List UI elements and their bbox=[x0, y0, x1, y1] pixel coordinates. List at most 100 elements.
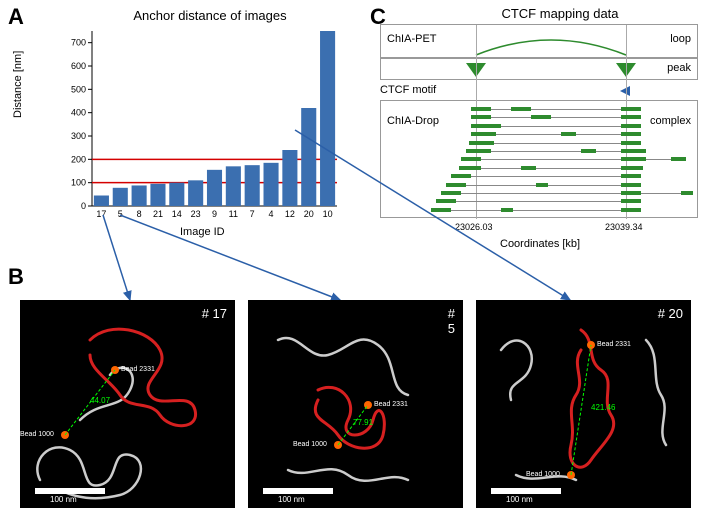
panel-b-label: B bbox=[8, 264, 24, 290]
chia-drop-segment bbox=[561, 132, 576, 136]
svg-text:4: 4 bbox=[269, 209, 274, 219]
svg-text:14: 14 bbox=[172, 209, 182, 219]
bar-20 bbox=[301, 108, 316, 206]
chia-drop-segment bbox=[501, 208, 513, 212]
chia-drop-segment bbox=[621, 124, 641, 128]
svg-text:200: 200 bbox=[71, 154, 86, 164]
svg-text:23: 23 bbox=[191, 209, 201, 219]
svg-text:21: 21 bbox=[153, 209, 163, 219]
scale-bar bbox=[263, 488, 333, 494]
bar-23 bbox=[188, 180, 203, 206]
chia-drop-segment bbox=[621, 199, 641, 203]
svg-text:600: 600 bbox=[71, 61, 86, 71]
svg-text:421.46: 421.46 bbox=[591, 403, 616, 412]
bar-10 bbox=[320, 31, 335, 206]
y-axis-label: Distance [nm] bbox=[12, 51, 24, 118]
panel-a-chart: Anchor distance of images Distance [nm] … bbox=[40, 8, 350, 238]
svg-text:5: 5 bbox=[118, 209, 123, 219]
panel-a-label: A bbox=[8, 4, 24, 30]
xtick-c-0: 23026.03 bbox=[455, 222, 493, 232]
svg-text:7: 7 bbox=[250, 209, 255, 219]
svg-text:12: 12 bbox=[285, 209, 295, 219]
bar-5 bbox=[113, 188, 128, 206]
chia-drop-segment bbox=[531, 115, 551, 119]
panel-c-tracks: ChIA-PET loop peak CTCF motif ChIA-Drop … bbox=[380, 24, 698, 254]
chia-drop-segment bbox=[471, 107, 491, 111]
scale-text: 100 nm bbox=[278, 495, 305, 504]
chia-drop-segment bbox=[466, 149, 491, 153]
svg-text:500: 500 bbox=[71, 84, 86, 94]
chromatin-image-0: 44.07 # 17 Bead 1000 Bead 2331 100 nm bbox=[20, 300, 235, 508]
chia-drop-segment bbox=[681, 191, 693, 195]
scale-bar bbox=[35, 488, 105, 494]
scale-bar bbox=[491, 488, 561, 494]
chia-drop-segment bbox=[621, 183, 641, 187]
chart-title: Anchor distance of images bbox=[100, 8, 320, 23]
chia-drop-segment bbox=[451, 174, 471, 178]
chia-drop-segment bbox=[621, 191, 641, 195]
chia-drop-box: ChIA-Drop complex bbox=[380, 100, 698, 218]
svg-text:10: 10 bbox=[323, 209, 333, 219]
chia-drop-segment bbox=[621, 115, 641, 119]
svg-text:700: 700 bbox=[71, 38, 86, 48]
chia-drop-segment bbox=[446, 183, 466, 187]
chia-drop-label: ChIA-Drop bbox=[387, 115, 439, 127]
scale-text: 100 nm bbox=[506, 495, 533, 504]
chia-drop-segment bbox=[621, 149, 646, 153]
chia-drop-segment bbox=[436, 199, 456, 203]
svg-text:77.91: 77.91 bbox=[353, 418, 374, 427]
chia-drop-segment bbox=[621, 166, 643, 170]
chia-drop-segment bbox=[621, 132, 641, 136]
bar-12 bbox=[282, 150, 297, 206]
panel-c-title: CTCF mapping data bbox=[460, 6, 660, 21]
svg-text:0: 0 bbox=[81, 201, 86, 211]
svg-text:11: 11 bbox=[229, 209, 238, 219]
svg-text:400: 400 bbox=[71, 108, 86, 118]
bar-chart-svg: 0100200300400500600700 17582114239117412… bbox=[62, 26, 342, 221]
chia-drop-segment bbox=[621, 157, 646, 161]
peak-box: peak bbox=[380, 58, 698, 80]
bar-4 bbox=[264, 163, 279, 206]
chia-drop-segment bbox=[621, 174, 641, 178]
chia-drop-segment bbox=[621, 141, 641, 145]
chia-drop-segment bbox=[521, 166, 536, 170]
bead2-label: Bead 2331 bbox=[121, 366, 155, 373]
svg-text:9: 9 bbox=[212, 209, 217, 219]
svg-text:100: 100 bbox=[71, 178, 86, 188]
chia-drop-segment bbox=[431, 208, 451, 212]
chia-drop-segment bbox=[471, 132, 496, 136]
chromatin-image-1: 77.91 # 5 Bead 1000 Bead 2331 100 nm bbox=[248, 300, 463, 508]
chia-drop-segment bbox=[511, 107, 531, 111]
bar-9 bbox=[207, 170, 222, 206]
bar-7 bbox=[245, 165, 260, 206]
bead1-label: Bead 1000 bbox=[293, 441, 327, 448]
motif-row: CTCF motif bbox=[380, 82, 698, 100]
complex-label: complex bbox=[650, 115, 691, 127]
chia-drop-segment bbox=[671, 157, 686, 161]
bead1-label: Bead 1000 bbox=[526, 471, 560, 478]
bead2-label: Bead 2331 bbox=[597, 341, 631, 348]
bar-17 bbox=[94, 196, 109, 207]
bead1-label: Bead 1000 bbox=[20, 431, 54, 438]
scale-text: 100 nm bbox=[50, 495, 77, 504]
bar-14 bbox=[169, 183, 184, 206]
chia-drop-segment bbox=[471, 124, 501, 128]
chia-drop-segment bbox=[441, 191, 461, 195]
chia-drop-segment bbox=[461, 157, 481, 161]
bar-8 bbox=[132, 185, 147, 206]
chia-drop-segment bbox=[459, 166, 481, 170]
chrom-id: # 5 bbox=[448, 306, 455, 336]
chia-pet-box: ChIA-PET loop bbox=[380, 24, 698, 58]
svg-text:17: 17 bbox=[96, 209, 106, 219]
chia-drop-segment bbox=[581, 149, 596, 153]
chia-drop-segment bbox=[621, 107, 641, 111]
bar-11 bbox=[226, 166, 241, 206]
chrom-id: # 20 bbox=[658, 306, 683, 321]
svg-text:20: 20 bbox=[304, 209, 314, 219]
chia-drop-segment bbox=[536, 183, 548, 187]
x-axis-label: Image ID bbox=[180, 226, 225, 238]
c-xlabel: Coordinates [kb] bbox=[500, 238, 580, 250]
chia-drop-segment bbox=[621, 208, 641, 212]
chia-drop-segment bbox=[469, 141, 494, 145]
bead2-label: Bead 2331 bbox=[374, 401, 408, 408]
